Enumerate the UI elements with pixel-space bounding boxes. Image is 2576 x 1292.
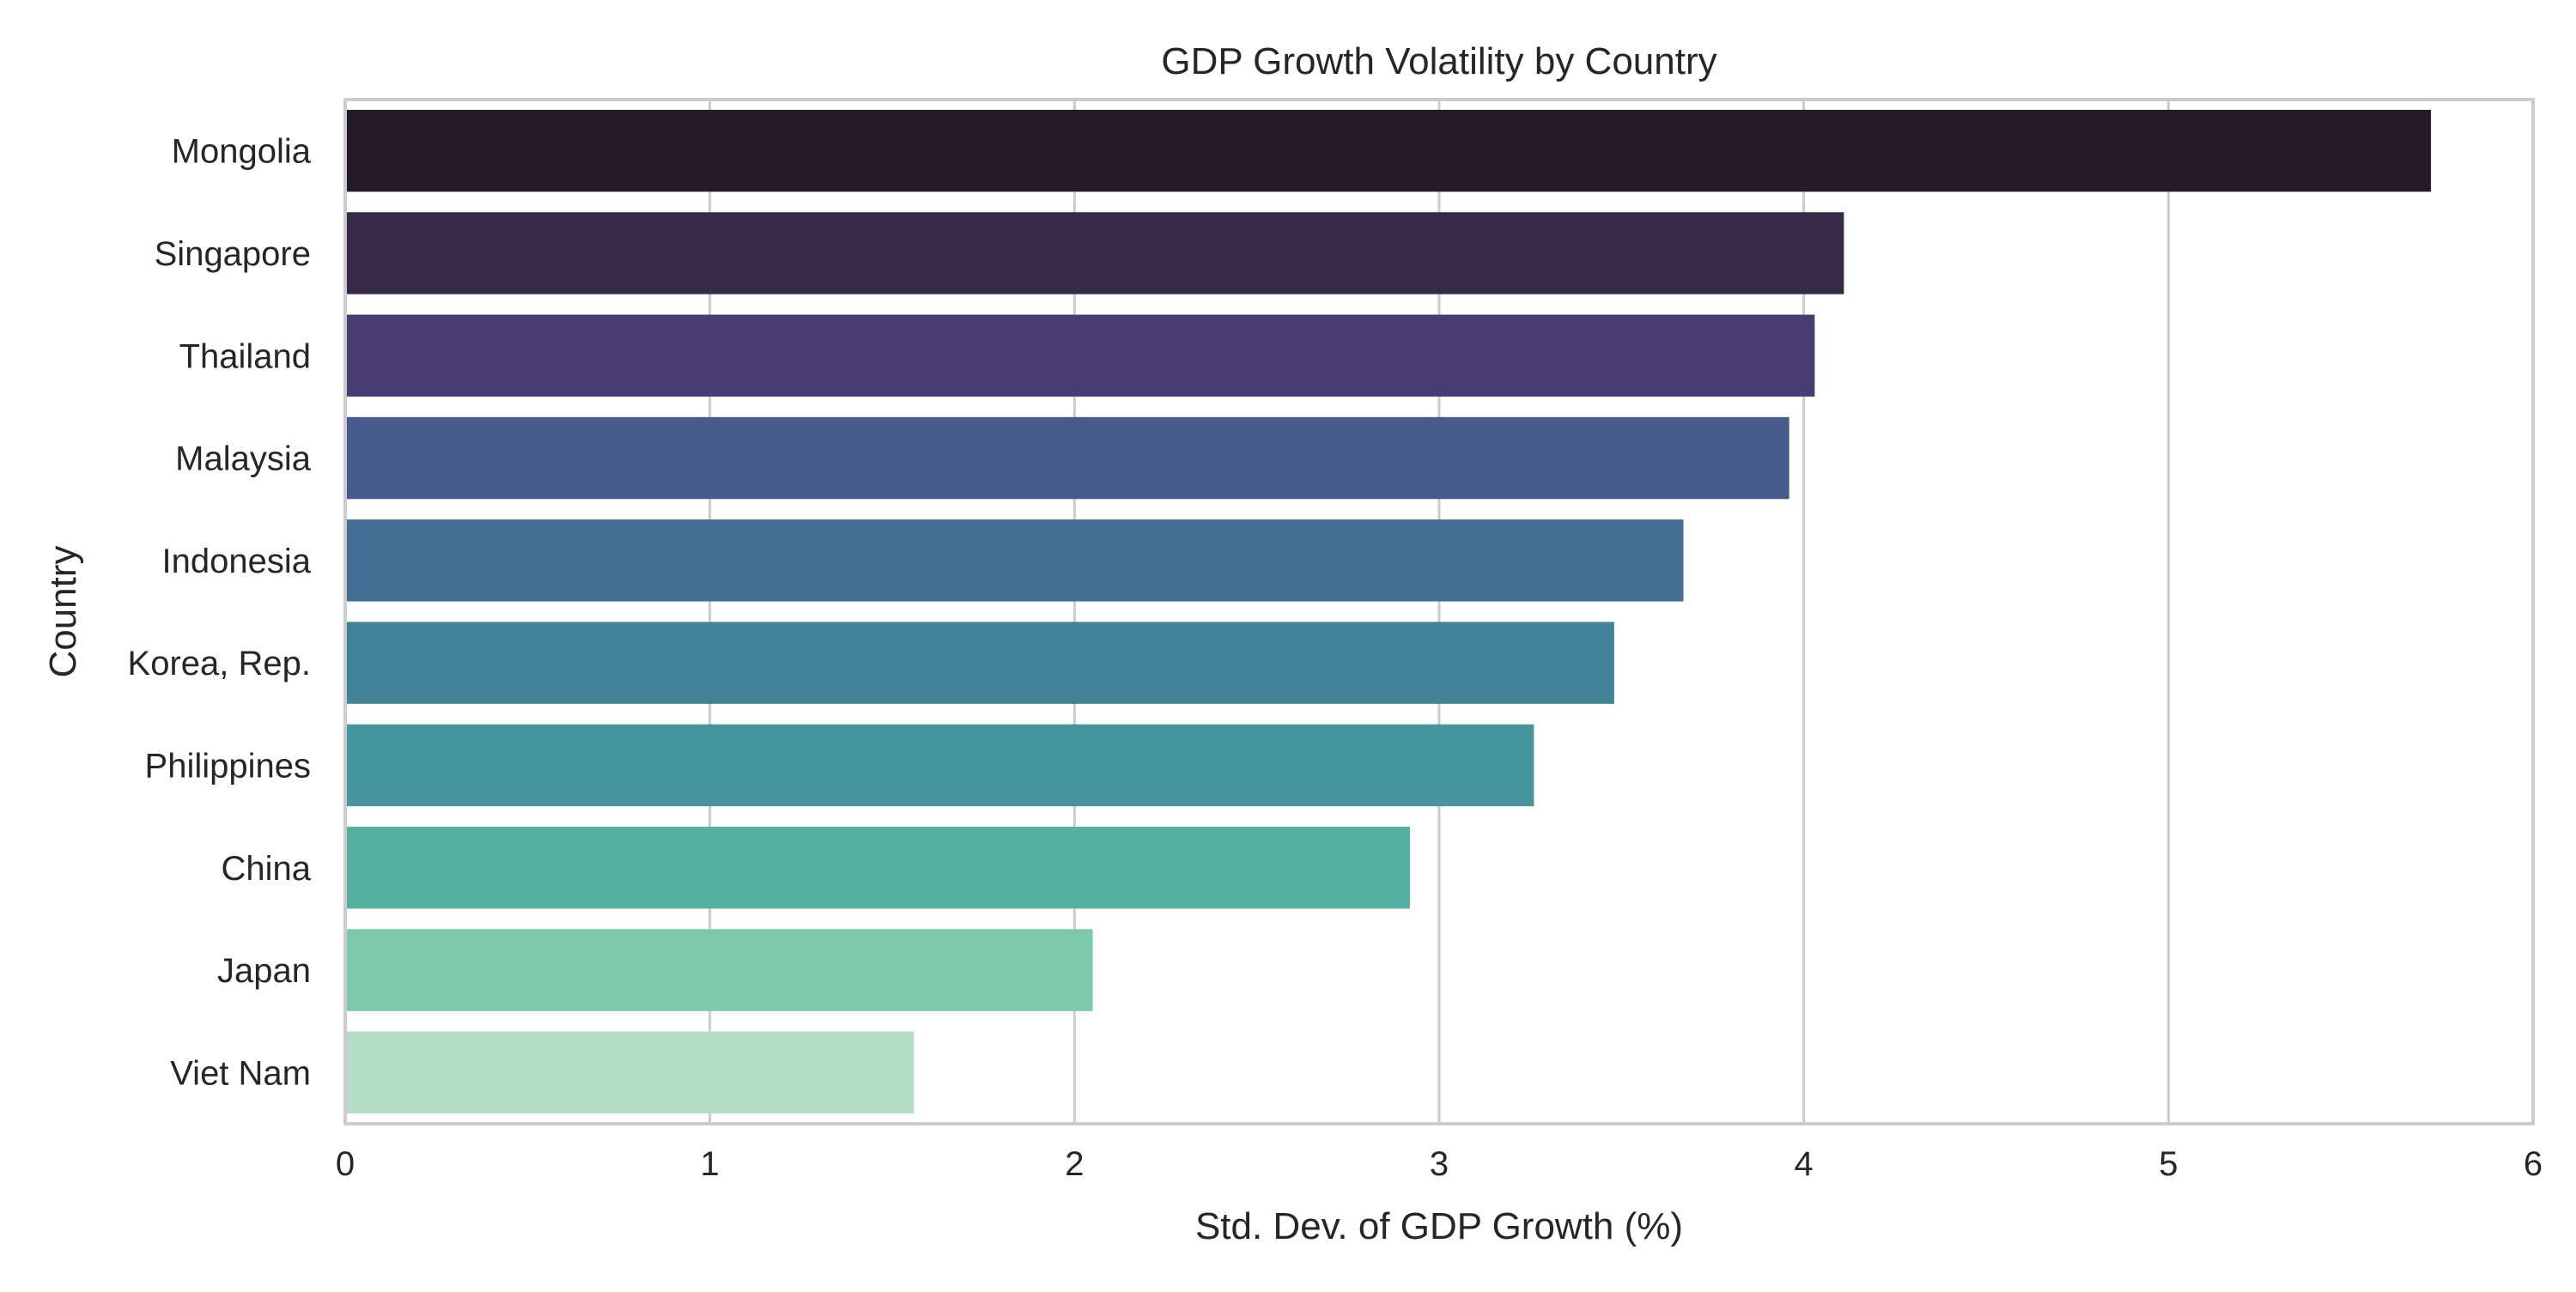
chart-title: GDP Growth Volatility by Country <box>1161 40 1716 82</box>
y-axis-ticks: Mongolia Singapore Thailand Malaysia Indones… <box>128 133 312 1093</box>
bar <box>345 929 1093 1011</box>
x-axis-ticks: 0 1 2 3 4 5 6 <box>336 1145 2543 1183</box>
bar <box>345 519 1684 602</box>
y-tick-label: China <box>221 850 311 888</box>
bar <box>345 212 1844 294</box>
y-tick-label: Viet Nam <box>170 1054 311 1092</box>
bar <box>345 724 1534 807</box>
x-tick-label: 3 <box>1430 1145 1449 1183</box>
bar <box>345 314 1815 397</box>
x-tick-label: 5 <box>2159 1145 2178 1183</box>
x-tick-label: 4 <box>1795 1145 1814 1183</box>
x-axis-label: Std. Dev. of GDP Growth (%) <box>1195 1205 1683 1247</box>
x-tick-label: 0 <box>336 1145 355 1183</box>
x-tick-label: 1 <box>701 1145 720 1183</box>
x-tick-label: 6 <box>2524 1145 2543 1183</box>
y-tick-label: Indonesia <box>162 543 312 580</box>
y-tick-label: Singapore <box>155 235 311 273</box>
y-tick-label: Japan <box>217 952 311 990</box>
bar <box>345 109 2432 192</box>
y-tick-label: Thailand <box>179 337 311 375</box>
bar <box>345 1031 914 1114</box>
y-tick-label: Philippines <box>145 747 311 785</box>
bar <box>345 622 1614 704</box>
bars <box>345 109 2432 1114</box>
bar <box>345 416 1789 500</box>
y-axis-label: Country <box>42 545 84 677</box>
y-tick-label: Mongolia <box>172 133 312 171</box>
bar <box>345 827 1411 909</box>
x-tick-label: 2 <box>1065 1145 1084 1183</box>
plot-frame <box>343 98 2535 1125</box>
y-tick-label: Korea, Rep. <box>128 645 311 682</box>
y-tick-label: Malaysia <box>175 440 312 478</box>
